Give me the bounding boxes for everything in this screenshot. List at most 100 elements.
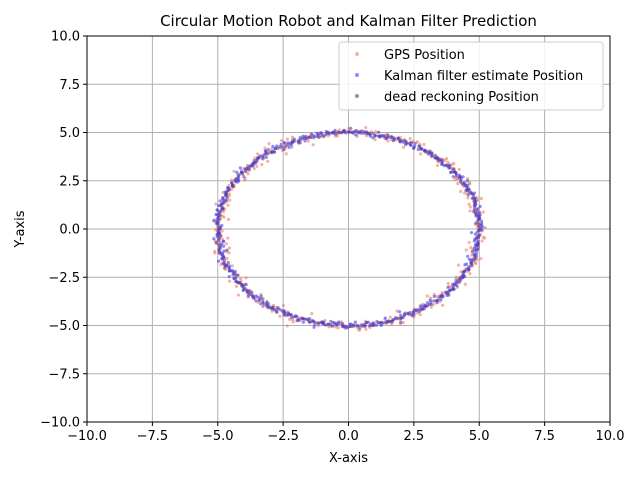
data-point [433,153,437,157]
data-point [473,232,477,236]
data-point [223,193,228,197]
data-point [225,256,229,261]
data-point [331,324,335,328]
data-point [450,170,454,174]
data-point [221,239,226,243]
data-point [386,139,390,143]
data-point [246,172,250,176]
data-point [283,144,288,149]
y-tick-label: 7.5 [59,78,80,93]
data-point [353,320,357,324]
data-point [243,286,247,291]
data-point [308,320,312,324]
data-point [215,208,219,212]
ticks: −10.0 −7.5 −5.0 −2.5 0.0 2.5 5.0 7.5 10.0 −10.0 −7… [40,30,624,445]
data-point [469,190,473,195]
data-point [453,170,457,174]
data-point [395,309,399,313]
data-point [461,175,465,179]
data-point [452,161,456,165]
data-point [380,320,384,324]
data-point [295,315,299,319]
data-point [221,210,226,214]
data-point [263,146,267,150]
data-point [396,316,400,320]
data-point [270,147,274,151]
data-point [287,145,291,149]
data-point [480,239,484,243]
data-point [275,310,279,314]
y-tick-label: −7.5 [48,367,80,382]
x-tick-label: −7.5 [137,429,169,444]
data-point [480,228,484,232]
data-point [336,326,340,330]
data-point [309,132,313,136]
data-point [467,240,471,245]
data-point [268,305,272,309]
data-point [397,310,402,314]
data-point [481,235,486,239]
legend-label-gps: GPS Position [384,48,465,63]
data-point [273,146,277,150]
data-point [455,280,459,285]
data-point [301,317,306,321]
data-point [224,242,228,246]
data-point [276,146,280,150]
data-point [282,147,286,152]
data-point [278,314,282,318]
data-point [440,162,444,166]
data-point [476,239,480,243]
data-point [440,293,444,297]
data-point [234,284,239,288]
data-point [238,166,242,170]
data-point [354,133,358,137]
data-point [316,323,321,328]
data-point [391,318,395,322]
data-point [408,310,412,315]
data-point [326,322,330,326]
data-point [286,312,291,316]
data-point [255,152,260,156]
data-point [219,263,223,267]
x-axis-label: X-axis [329,451,368,466]
data-point [321,321,326,326]
series-layer [212,125,488,332]
data-point [446,160,450,164]
data-point [266,159,270,163]
data-point [401,145,405,149]
data-point [468,188,472,192]
data-point [432,299,436,303]
data-point [320,132,324,136]
data-point [472,246,476,250]
y-tick-label: 10.0 [51,30,80,45]
y-axis-label: Y-axis [13,210,28,248]
y-tick-label: 2.5 [59,174,80,189]
data-point [271,144,275,148]
x-tick-label: 5.0 [469,429,490,444]
data-point [414,308,418,313]
data-point [281,145,285,149]
y-tick-label: 0.0 [59,223,80,238]
data-point [374,129,378,134]
data-point [457,280,461,285]
data-point [261,157,265,161]
data-point [473,196,477,200]
data-point [467,264,471,269]
data-point [432,302,436,307]
data-point [260,154,265,158]
data-point [479,196,483,201]
data-point [366,320,371,324]
data-point [458,174,462,179]
data-point [425,294,429,298]
data-point [387,319,391,323]
data-point [285,324,289,328]
data-point [371,132,375,136]
data-point [412,312,416,317]
data-point [374,323,378,327]
data-point [290,135,295,139]
data-point [285,137,289,141]
data-point [386,133,390,137]
data-point [476,207,480,211]
data-point [432,294,436,299]
x-tick-label: 7.5 [534,429,555,444]
